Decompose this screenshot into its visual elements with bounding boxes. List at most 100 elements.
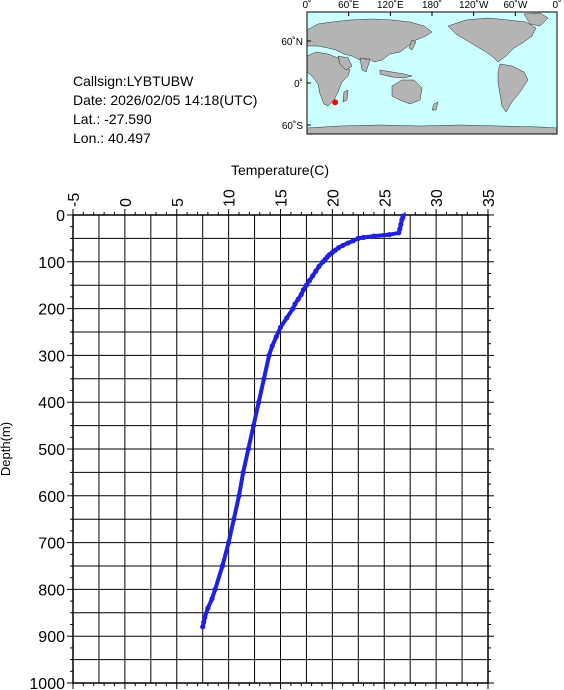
profile-point — [250, 423, 257, 429]
longitude-text: Lon.: 40.497 — [73, 130, 151, 146]
land-south-america — [497, 63, 529, 113]
map-latitude-labels: 60˚N 0˚ 60˚S — [281, 36, 303, 132]
map-lat-label: 60˚S — [282, 120, 303, 132]
y-tick-label: 1000 — [29, 676, 65, 690]
profile-point — [340, 242, 346, 249]
y-tick-label: 800 — [38, 582, 65, 599]
map-lat-label: 0˚ — [294, 78, 303, 90]
profile-point — [273, 334, 279, 340]
land-eurasia — [306, 18, 433, 63]
profile-point — [386, 232, 393, 238]
profile-point — [269, 343, 275, 349]
profile-point — [261, 376, 267, 382]
land-africa — [306, 51, 351, 107]
y-tick-label: 700 — [38, 536, 65, 553]
x-axis-label: Temperature(C) — [231, 162, 329, 178]
profile-point — [200, 624, 206, 630]
y-tick-label: 0 — [56, 208, 65, 225]
land-arabia — [337, 55, 353, 71]
profile-point — [345, 240, 351, 246]
profile-point — [201, 619, 207, 625]
profile-point — [240, 469, 246, 475]
profile-point — [310, 273, 316, 279]
profile-point — [300, 287, 306, 293]
x-tick-labels: -5 0 5 10 15 20 25 30 35 — [66, 189, 498, 207]
map-lon-label: 60˚W — [503, 0, 527, 11]
profile-point — [360, 234, 367, 241]
land-india — [359, 57, 371, 73]
profile-point — [205, 605, 211, 611]
profile-info: Callsign:LYBTUBW Date: 2026/02/05 14:18(… — [73, 72, 257, 148]
y-tick-label: 100 — [38, 255, 65, 272]
profile-point — [219, 563, 225, 569]
profile-point — [350, 238, 356, 244]
land-antarctica — [306, 124, 558, 135]
map-longitude-labels: 0˚ 60˚E 120˚E 180˚ 120˚W 60˚W 0˚ — [303, 0, 562, 11]
profile-point — [212, 586, 218, 593]
y-tick-label: 200 — [38, 302, 65, 319]
land-greenland — [523, 12, 549, 27]
profile-point — [290, 306, 296, 312]
map-lon-label: 0˚ — [553, 0, 562, 11]
y-tick-label: 500 — [38, 442, 65, 459]
y-tick-label: 600 — [38, 489, 65, 506]
profile-point — [256, 399, 262, 405]
y-tick-labels: 0 100 200 300 400 500 600 700 800 900 1000 — [29, 208, 65, 690]
latitude-text: Lat.: -27.590 — [73, 111, 152, 127]
minor-ticks — [67, 209, 494, 689]
land-new-zealand — [431, 101, 439, 111]
profile-point — [313, 268, 319, 274]
profile-point — [284, 315, 290, 321]
profile-point — [355, 235, 361, 241]
map-lon-label: 180˚ — [422, 0, 442, 11]
x-tick-label: 30 — [429, 189, 446, 207]
profile-point — [295, 296, 301, 302]
map-lon-label: 60˚E — [338, 0, 359, 11]
profile-point — [303, 282, 310, 288]
profile-point — [231, 516, 237, 522]
profile-line — [200, 213, 405, 629]
callsign-text: Callsign:LYBTUBW — [73, 73, 194, 89]
land-australia — [391, 79, 423, 105]
x-tick-label: 5 — [170, 198, 187, 207]
land-japan — [408, 39, 417, 51]
profile-point — [398, 221, 404, 227]
y-tick-label: 300 — [38, 348, 65, 365]
profile-point — [371, 233, 377, 239]
profile-point — [236, 493, 242, 499]
land-indonesia — [379, 69, 413, 79]
map-lat-label: 60˚N — [281, 36, 303, 48]
world-map: 0˚ 60˚E 120˚E 180˚ 120˚W 60˚W 0˚ 60˚N 0˚ 60˚S — [281, 0, 562, 135]
x-tick-label: 15 — [274, 189, 291, 207]
profile-point — [306, 277, 313, 284]
map-tick-marks — [306, 12, 558, 126]
map-lon-label: 120˚E — [377, 0, 404, 11]
x-tick-label: 25 — [377, 189, 394, 207]
profile-point — [277, 324, 284, 330]
profile-point — [202, 614, 208, 621]
profile-point — [245, 446, 251, 452]
profile-point — [298, 291, 304, 298]
map-land — [306, 12, 558, 135]
profile-point — [316, 263, 322, 270]
location-marker — [332, 99, 339, 106]
profile-point — [209, 596, 215, 602]
land-north-america — [447, 17, 537, 63]
profile-chart: -5 0 5 10 15 20 25 30 35 01002003004005006007008… — [0, 162, 498, 690]
profile-point — [292, 301, 298, 307]
x-tick-label: 35 — [481, 189, 498, 207]
profile-point — [320, 259, 326, 265]
x-tick-label: 20 — [325, 189, 342, 207]
y-tick-label: 900 — [38, 629, 65, 646]
profile-point — [399, 217, 405, 223]
land-madagascar — [342, 89, 349, 103]
y-tick-label: 400 — [38, 395, 65, 412]
y-axis-label: Depth(m) — [0, 422, 13, 476]
profile-point — [266, 352, 272, 358]
profile-point — [226, 540, 232, 546]
chart-grid — [72, 214, 489, 684]
x-tick-label: 0 — [118, 198, 135, 207]
profile-point — [396, 230, 402, 236]
temperature-profile — [200, 213, 406, 630]
